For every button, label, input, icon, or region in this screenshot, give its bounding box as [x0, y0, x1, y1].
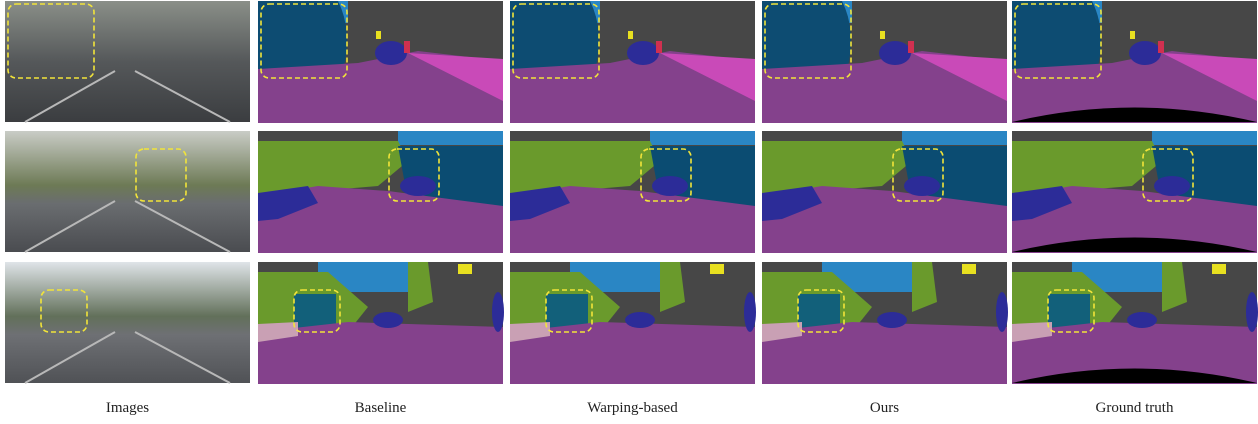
- segment: [404, 41, 410, 53]
- panel: [1012, 262, 1258, 384]
- segment: [798, 294, 840, 328]
- segment: [1246, 292, 1258, 332]
- segment: [996, 292, 1008, 332]
- segment: [628, 31, 633, 39]
- segment: [1130, 31, 1135, 39]
- photo: [5, 131, 250, 252]
- segment: [908, 41, 914, 53]
- segment: [1129, 41, 1161, 65]
- segment: [294, 294, 336, 328]
- panel: [1012, 131, 1257, 253]
- segment: [375, 41, 407, 65]
- segment: [1127, 312, 1157, 328]
- panel: [5, 131, 250, 252]
- panel: [258, 262, 504, 384]
- panel: [510, 131, 755, 253]
- segment: [652, 176, 688, 196]
- segment: [492, 292, 504, 332]
- segment: [625, 312, 655, 328]
- panel: [1012, 1, 1257, 123]
- column-label: Warping-based: [587, 400, 678, 416]
- segment: [1212, 264, 1226, 274]
- segment: [398, 131, 503, 145]
- segment: [962, 264, 976, 274]
- segment: [650, 131, 755, 145]
- column-label: Ground truth: [1096, 400, 1174, 416]
- segment: [376, 31, 381, 39]
- segment: [904, 176, 940, 196]
- segment: [1158, 41, 1164, 53]
- column-label: Ours: [870, 400, 899, 416]
- segment: [1048, 294, 1090, 328]
- panel: [762, 1, 1007, 123]
- column-label: Baseline: [355, 400, 407, 416]
- segment: [902, 131, 1007, 145]
- panel: [258, 1, 503, 123]
- panel: [762, 131, 1007, 253]
- panel: [762, 262, 1008, 384]
- segment: [877, 312, 907, 328]
- segment: [627, 41, 659, 65]
- panel-grid: [5, 1, 1258, 384]
- segment: [373, 312, 403, 328]
- panel: [510, 262, 756, 384]
- segment: [458, 264, 472, 274]
- segment: [546, 294, 588, 328]
- segment: [744, 292, 756, 332]
- photo: [5, 1, 250, 122]
- column-labels: Images Baseline Warping-based Ours Ground tr…: [106, 400, 1174, 416]
- panel: [5, 1, 250, 122]
- panel: [5, 262, 250, 383]
- segment: [656, 41, 662, 53]
- panel: [510, 1, 755, 123]
- panel: [258, 131, 503, 253]
- figure: Images Baseline Warping-based Ours Ground tr…: [0, 0, 1258, 424]
- segment: [1152, 131, 1257, 145]
- segment: [880, 31, 885, 39]
- segment: [1154, 176, 1190, 196]
- segment: [400, 176, 436, 196]
- segment: [710, 264, 724, 274]
- segment: [879, 41, 911, 65]
- column-label: Images: [106, 400, 149, 416]
